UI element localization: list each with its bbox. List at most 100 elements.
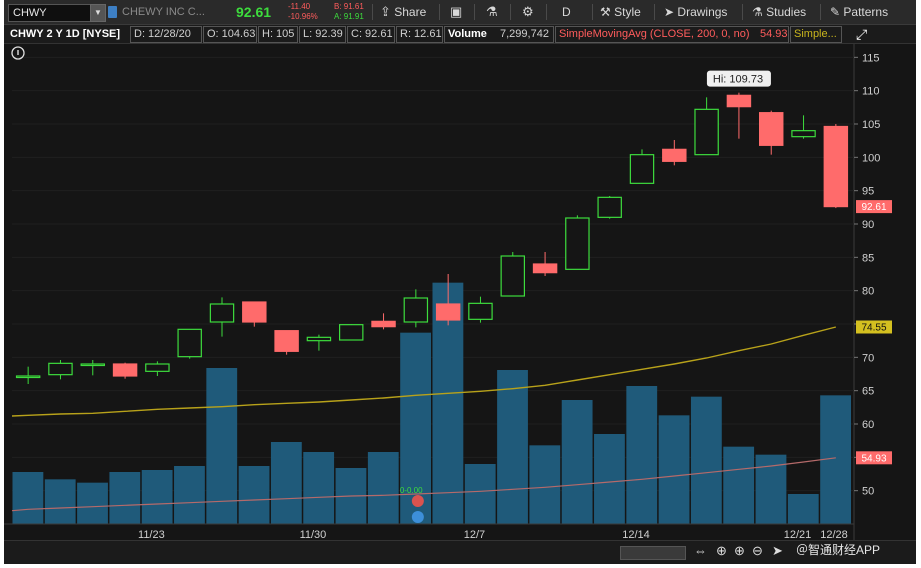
- y-tick-label: 105: [862, 119, 880, 131]
- y-tick-label: 50: [862, 486, 874, 498]
- crosshair-icon[interactable]: ⊕: [716, 543, 727, 558]
- screenshot-icon[interactable]: ▣: [450, 4, 463, 19]
- price-chart[interactable]: 11511010510095908580757065605550 11/2311…: [4, 44, 916, 540]
- moving-average-line: [11, 326, 837, 417]
- y-tick-label: 115: [862, 52, 880, 64]
- drawings-label: Drawings: [677, 5, 728, 19]
- candle-body: [662, 148, 687, 162]
- aggregation-button[interactable]: D: [562, 5, 571, 19]
- share-label: Share: [394, 5, 427, 19]
- candle-body: [791, 130, 816, 138]
- toolbar-divider: [372, 4, 373, 20]
- ma-badge-text: 74.55: [861, 323, 886, 334]
- share-icon: ⇪: [380, 4, 391, 19]
- candle-body: [371, 320, 396, 328]
- last-price: 92.61: [236, 4, 272, 20]
- volume-bar: [658, 415, 690, 524]
- volume-bar: [174, 466, 205, 524]
- sma-badge-text: 54.93: [861, 453, 886, 464]
- high-value: H: 105: [262, 28, 295, 40]
- y-tick-label: 80: [862, 286, 874, 298]
- volume-bar: [497, 370, 528, 524]
- expand-icon[interactable]: ⤢: [856, 26, 868, 42]
- candle-body: [145, 363, 170, 372]
- sma-badge: 54.93: [856, 451, 892, 465]
- flask-icon[interactable]: ⚗: [486, 4, 498, 19]
- candle-body: [177, 328, 202, 358]
- style-button[interactable]: ⚒ Style: [600, 0, 641, 24]
- symbol-text: CHWY: [13, 7, 47, 19]
- volume-bar: [77, 482, 108, 524]
- info-cell: [299, 26, 346, 43]
- volume-bar: [723, 446, 755, 524]
- high-callout-text: Hi: 109.73: [713, 74, 763, 86]
- candle-body: [500, 255, 525, 297]
- high-callout: Hi: 109.73: [706, 70, 771, 87]
- drawings-button[interactable]: ➤ Drawings: [664, 0, 727, 24]
- earnings-event-icon: [411, 495, 424, 507]
- symbol-dropdown-button[interactable]: ▼: [90, 4, 106, 22]
- volume-bar: [270, 442, 302, 524]
- cursor-icon: ➤: [664, 5, 675, 19]
- candle-body: [694, 108, 719, 156]
- toolbar-divider: [546, 4, 547, 20]
- percent-change: -10.96%: [288, 12, 318, 21]
- toolbar-divider: [510, 4, 511, 20]
- candle-body: [112, 363, 138, 377]
- volume-bar: [206, 368, 238, 524]
- chart-window: CHWY ▼ CHEWY INC C... 92.61 -11.40 -10.9…: [4, 0, 916, 564]
- candle-body: [403, 297, 429, 323]
- link-icon[interactable]: [108, 6, 117, 18]
- bottom-controls: ⇔ ⊕ ⊕ ⊖ ➤: [4, 540, 916, 564]
- candle-body: [15, 375, 41, 379]
- volume-bar: [690, 396, 722, 524]
- toolbar-divider: [820, 4, 821, 20]
- net-change: -11.40: [288, 2, 311, 11]
- candle-body: [209, 303, 235, 323]
- candle-body: [274, 330, 299, 352]
- share-button[interactable]: ⇪ Share: [380, 0, 426, 24]
- zoom-in-icon[interactable]: ⊕: [734, 543, 745, 558]
- volume-label: Volume: [448, 28, 487, 40]
- candle-body: [468, 302, 493, 320]
- info-icon[interactable]: [11, 46, 25, 60]
- zoom-out-icon[interactable]: ⊖: [752, 543, 763, 558]
- info-cell: [347, 26, 395, 43]
- candle-body: [306, 336, 332, 342]
- symbol-input[interactable]: CHWY: [8, 4, 92, 22]
- patterns-label: Patterns: [843, 5, 889, 19]
- volume-bar: [44, 479, 76, 524]
- ask-price: A: 91.91: [334, 12, 364, 21]
- study-overflow: Simple...: [794, 28, 837, 40]
- candle-body: [597, 196, 622, 218]
- y-tick-label: 85: [862, 252, 874, 264]
- chart-info-bar: CHWY 2 Y 1D [NYSE] D: 12/28/20 O: 104.63…: [4, 25, 916, 44]
- event-markers[interactable]: 0-0.00: [400, 486, 424, 523]
- cursor-icon[interactable]: ➤: [772, 543, 783, 558]
- price-badge-text: 92.61: [861, 202, 886, 213]
- chart-title: CHWY 2 Y 1D [NYSE]: [10, 28, 121, 40]
- info-cell: [203, 26, 257, 43]
- y-tick-label: 90: [862, 219, 874, 231]
- candle-body: [242, 301, 267, 323]
- volume-bar: [141, 470, 173, 524]
- open-value: O: 104.63: [207, 28, 256, 40]
- ma-badge: 74.55: [856, 320, 892, 334]
- volume-bar: [626, 386, 658, 524]
- candle-body: [629, 154, 655, 184]
- date-axis: 11/23 11/30 12/7 12/14 12/21 12/28: [4, 523, 854, 540]
- scrollbar[interactable]: [620, 546, 686, 560]
- patterns-button[interactable]: ✎ Patterns: [830, 0, 888, 24]
- sma-label: SimpleMovingAvg (CLOSE, 200, 0, no): [559, 28, 750, 40]
- volume-bar: [594, 434, 625, 524]
- gear-icon[interactable]: ⚙: [522, 4, 534, 19]
- volume-bar: [303, 452, 335, 524]
- toolbar-divider: [474, 4, 475, 20]
- info-cell: [555, 26, 789, 43]
- y-tick-label: 60: [862, 419, 874, 431]
- candle-body: [339, 324, 364, 341]
- pan-icon[interactable]: ⇔: [694, 543, 707, 558]
- studies-button[interactable]: ⚗ Studies: [752, 0, 806, 24]
- style-icon: ⚒: [600, 5, 611, 19]
- company-name: CHEWY INC C...: [122, 6, 205, 18]
